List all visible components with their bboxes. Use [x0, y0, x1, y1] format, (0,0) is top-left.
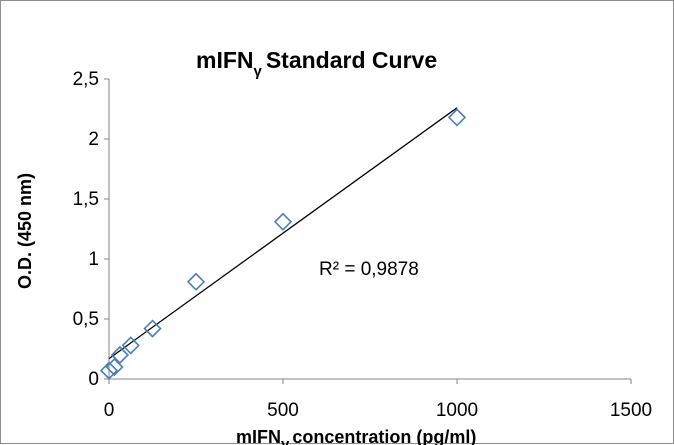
- x-tick-label: 1500: [610, 400, 652, 421]
- y-axis-label: O.D. (450 nm): [15, 173, 35, 289]
- x-tick-label: 500: [267, 400, 299, 421]
- x-axis-label-rest: concentration (pg/ml): [292, 427, 476, 445]
- x-axis-label-subscript: γ: [281, 436, 290, 445]
- data-point: [105, 357, 124, 377]
- y-tick-label: 0: [88, 369, 99, 390]
- chart-title-subscript: γ: [254, 63, 263, 80]
- y-tick-label: 2: [88, 129, 99, 150]
- r-squared-annotation: R² = 0,9878: [319, 259, 419, 280]
- trendline-group: [108, 107, 458, 360]
- data-point: [143, 319, 162, 338]
- x-axis-label-main: mIFN: [236, 427, 281, 445]
- data-point: [110, 345, 130, 365]
- y-tick-label: 1,5: [73, 189, 99, 210]
- y-tick-label: 1: [88, 249, 99, 270]
- data-point: [447, 108, 467, 127]
- x-tick-label: 0: [104, 400, 115, 421]
- data-points: [99, 108, 467, 380]
- chart-title-main: mIFN: [196, 47, 254, 73]
- x-tick-label: 1000: [436, 400, 478, 421]
- data-point: [99, 361, 119, 380]
- chart-title-rest: Standard Curve: [266, 47, 437, 73]
- data-point: [273, 212, 293, 231]
- y-tick-label: 0,5: [73, 309, 99, 330]
- y-tick-label: 2,5: [73, 69, 99, 90]
- data-point: [186, 272, 206, 291]
- chart-title: mIFNγ Standard Curve: [196, 47, 437, 80]
- axis-ticks: 0 0,5 1 1,5 2 2,5 0 500 1000 1500: [73, 69, 653, 421]
- linear-trendline: [108, 107, 458, 360]
- data-point: [121, 336, 140, 355]
- x-axis-label: mIFNγ concentration (pg/ml): [236, 427, 476, 445]
